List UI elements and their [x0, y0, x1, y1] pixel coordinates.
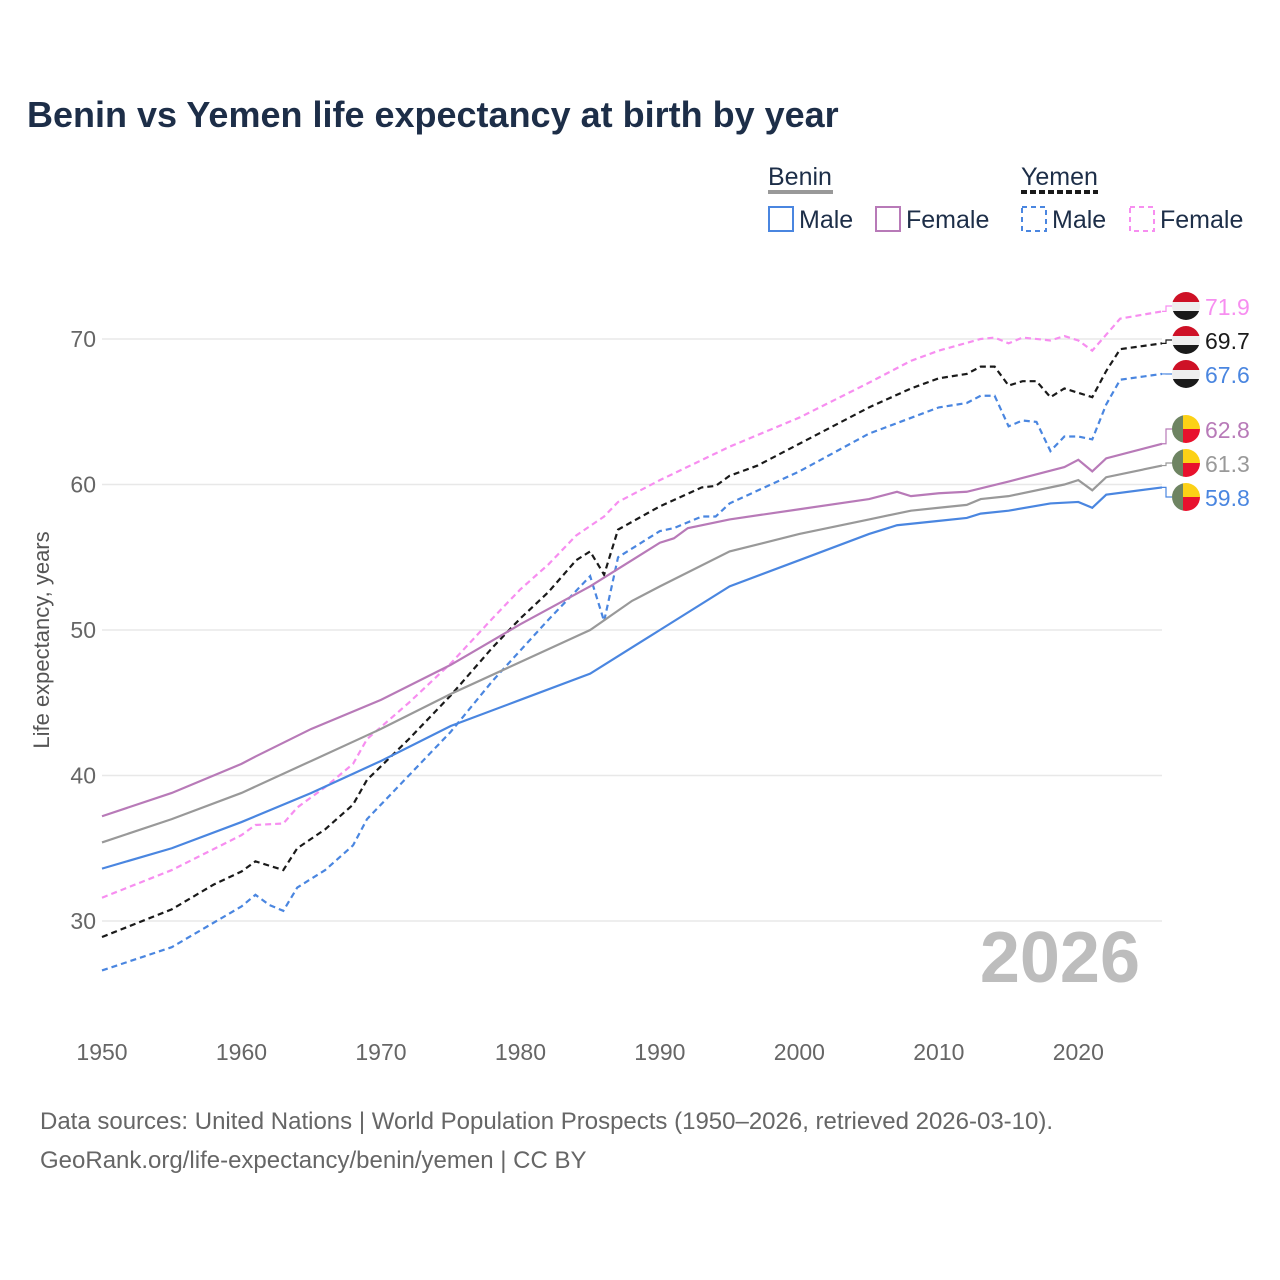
legend-group-title: Yemen [1021, 163, 1098, 191]
y-tick-label: 60 [70, 472, 96, 498]
year-watermark: 2026 [980, 918, 1140, 998]
x-tick-label: 1990 [634, 1039, 685, 1065]
end-value-label: 61.3 [1205, 451, 1250, 477]
legend-group-title: Benin [768, 163, 832, 191]
x-tick-label: 2020 [1053, 1039, 1104, 1065]
x-tick-label: 1970 [355, 1039, 406, 1065]
label-connector [1162, 339, 1172, 344]
end-value-label: 71.9 [1205, 294, 1250, 320]
series-line-benin-male[interactable] [101, 486, 1163, 870]
yemen-flag-icon [1172, 360, 1200, 388]
end-value-label: 62.8 [1205, 417, 1250, 443]
chart-title: Benin vs Yemen life expectancy at birth … [27, 94, 839, 135]
legend-item-label[interactable]: Female [1160, 206, 1243, 234]
y-tick-label: 30 [70, 908, 96, 934]
legend-item-label[interactable]: Female [906, 206, 989, 234]
yemen-flag-icon [1172, 292, 1200, 320]
benin-flag-icon [1172, 415, 1200, 443]
y-tick-label: 40 [70, 763, 96, 789]
series-line-yemen[interactable] [101, 342, 1163, 939]
series-line-benin[interactable] [101, 464, 1163, 844]
x-tick-label: 1960 [216, 1039, 267, 1065]
benin-flag-icon [1172, 449, 1200, 477]
series-line-yemen-male[interactable] [101, 372, 1163, 972]
yemen-flag-icon [1172, 326, 1200, 354]
x-tick-label: 1980 [495, 1039, 546, 1065]
legend-item-label[interactable]: Male [1052, 206, 1106, 234]
label-connector [1162, 486, 1172, 498]
x-tick-label: 2010 [913, 1039, 964, 1065]
end-value-label: 67.6 [1205, 362, 1250, 388]
end-value-label: 69.7 [1205, 328, 1250, 354]
legend-item-label[interactable]: Male [799, 206, 853, 234]
source-line: Data sources: United Nations | World Pop… [40, 1108, 1054, 1135]
end-value-label: 59.8 [1205, 485, 1250, 511]
x-tick-label: 2000 [774, 1039, 825, 1065]
y-tick-label: 50 [70, 617, 96, 643]
label-connector [1162, 428, 1172, 445]
legend-swatch[interactable] [768, 206, 794, 232]
label-connector [1162, 462, 1172, 467]
series-line-benin-female[interactable] [101, 442, 1163, 818]
source-link[interactable]: GeoRank.org/life-expectancy/benin/yemen … [40, 1147, 587, 1174]
series-line-yemen-female[interactable] [101, 310, 1163, 899]
legend-swatch[interactable] [1021, 206, 1047, 232]
legend-swatch[interactable] [875, 206, 901, 232]
x-tick-label: 1950 [76, 1039, 127, 1065]
legend-swatch[interactable] [1129, 206, 1155, 232]
label-connector [1162, 305, 1172, 312]
benin-flag-icon [1172, 483, 1200, 511]
y-tick-label: 70 [70, 326, 96, 352]
